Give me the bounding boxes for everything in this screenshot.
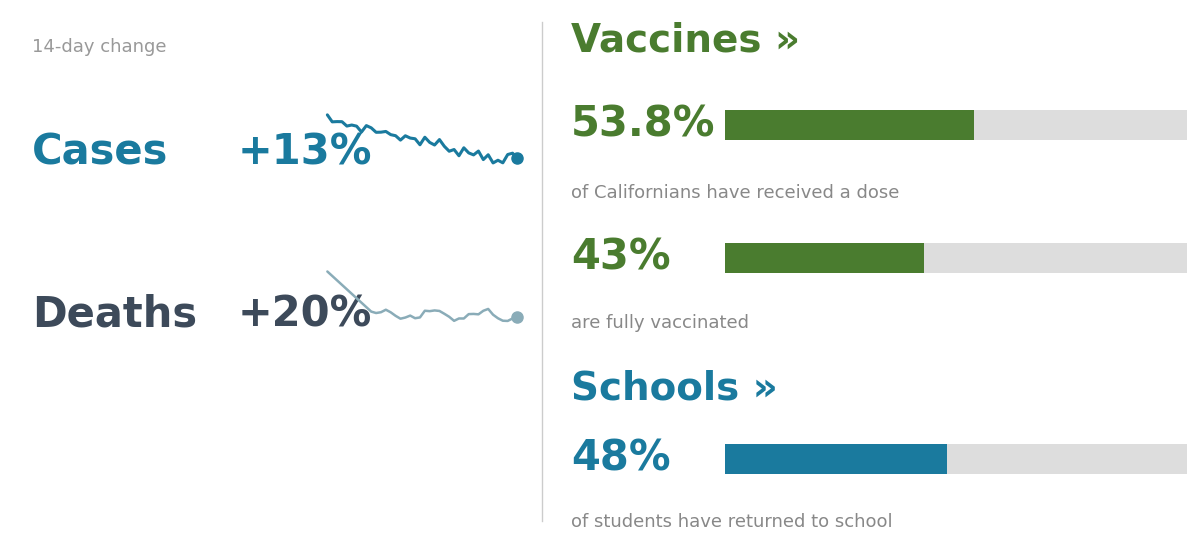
Bar <box>725 110 1187 140</box>
Bar <box>725 444 1187 473</box>
Text: of Californians have received a dose: of Californians have received a dose <box>571 184 899 202</box>
Text: 53.8%: 53.8% <box>571 104 715 146</box>
Text: Deaths: Deaths <box>31 294 197 336</box>
Text: of students have returned to school: of students have returned to school <box>571 513 893 532</box>
Text: are fully vaccinated: are fully vaccinated <box>571 314 749 332</box>
Bar <box>725 110 973 140</box>
Text: +20%: +20% <box>238 294 372 336</box>
Text: 48%: 48% <box>571 438 671 480</box>
Text: 43%: 43% <box>571 237 671 279</box>
Text: +13%: +13% <box>238 131 372 173</box>
Bar <box>725 444 947 473</box>
Bar <box>725 243 1187 273</box>
Text: Cases: Cases <box>31 131 168 173</box>
Text: 14-day change: 14-day change <box>31 38 166 56</box>
Text: Vaccines »: Vaccines » <box>571 22 800 60</box>
Text: Schools »: Schools » <box>571 369 778 407</box>
Bar <box>725 243 924 273</box>
